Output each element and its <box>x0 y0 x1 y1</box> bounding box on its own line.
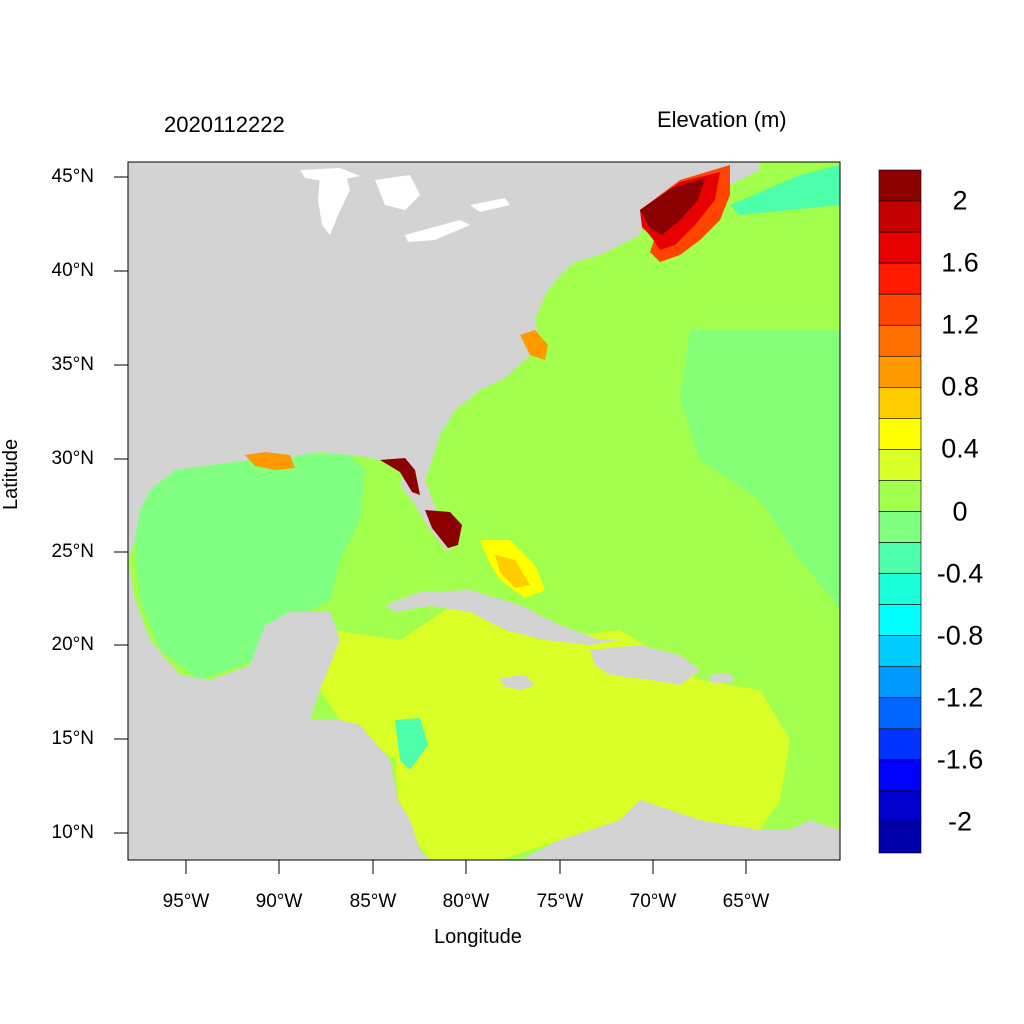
colorbar-swatch <box>878 790 922 823</box>
land-puerto-rico <box>708 673 735 683</box>
colorbar-label: 0.4 <box>941 433 979 464</box>
surge-bahamas-core <box>495 555 530 588</box>
colorbar-swatch <box>878 231 922 264</box>
colorbar-swatch <box>878 449 922 481</box>
colorbar-swatch <box>878 821 922 854</box>
x-axis-title: Longitude <box>434 926 522 948</box>
land-cuba <box>385 590 620 645</box>
land-jamaica <box>500 675 535 690</box>
colorbar-swatch <box>878 200 922 233</box>
colorbar-label: 1.2 <box>941 309 979 340</box>
colorbar-label: -1.6 <box>936 744 984 775</box>
surge-northeast-core <box>640 178 705 235</box>
colorbar-swatch <box>878 262 922 295</box>
date-label: 2020112222 <box>164 112 285 137</box>
y-ticks <box>114 176 128 834</box>
colorbar-swatch <box>878 542 922 574</box>
land-south-america <box>520 800 840 860</box>
surge-florida-gulf-coast <box>380 458 420 495</box>
x-tick-label: 80°W <box>442 891 490 912</box>
map-plot <box>128 162 840 860</box>
colorbar-swatch <box>878 418 922 450</box>
colorbar-swatch <box>878 480 922 512</box>
plot-frame <box>127 161 841 861</box>
colorbar-swatch <box>878 604 922 636</box>
y-tick-label: 35°N <box>51 354 94 375</box>
y-tick-label: 40°N <box>51 260 94 281</box>
x-tick-label: 95°W <box>162 891 210 912</box>
y-tick-label: 10°N <box>51 822 94 843</box>
gulf-of-maine-patch <box>730 165 840 215</box>
land-hispaniola <box>590 645 700 685</box>
north-atlantic <box>600 200 840 330</box>
variable-label: Elevation (m) <box>657 107 787 132</box>
land-mexico-central-america <box>128 560 430 860</box>
open-atlantic <box>680 330 840 610</box>
y-tick-label: 25°N <box>51 541 94 562</box>
colorbar-swatch <box>878 169 922 202</box>
colorbar-label: 0.8 <box>941 371 979 402</box>
colorbar-label: -2 <box>947 806 973 837</box>
colorbar-label: -0.8 <box>936 620 984 651</box>
colorbar-swatch <box>878 635 922 668</box>
colorbar-label: 0 <box>952 496 968 526</box>
surge-carolinas <box>520 330 548 360</box>
x-ticks <box>185 860 747 874</box>
colorbar-label: 1.6 <box>941 247 979 278</box>
colorbar-swatch <box>878 355 922 388</box>
y-tick-label: 20°N <box>51 634 94 655</box>
y-tick-label: 45°N <box>51 166 94 187</box>
lake-michigan <box>318 172 350 235</box>
colorbar-swatch <box>878 697 922 730</box>
colorbar-swatch <box>878 511 922 543</box>
surge-louisiana <box>245 452 295 470</box>
colorbar-swatch <box>878 293 922 326</box>
lake-ontario <box>470 198 510 212</box>
x-tick-label: 90°W <box>255 891 303 912</box>
x-tick-label: 65°W <box>722 891 770 912</box>
colorbar-swatch <box>878 324 922 357</box>
colorbar-label: 2 <box>952 185 968 216</box>
y-tick-label: 30°N <box>51 448 94 469</box>
lake-superior <box>300 168 360 182</box>
colorbar-swatch <box>878 728 922 761</box>
colorbar <box>878 169 922 854</box>
land-north-america <box>128 162 760 560</box>
x-tick-label: 85°W <box>349 891 397 912</box>
honduras-low-patch <box>395 718 428 770</box>
x-tick-label: 70°W <box>629 891 677 912</box>
x-tick-label: 75°W <box>536 891 584 912</box>
lake-erie <box>405 220 470 242</box>
colorbar-label: -1.2 <box>936 682 984 713</box>
colorbar-swatch <box>878 573 922 605</box>
surge-south-florida <box>425 510 462 548</box>
colorbar-label: -0.4 <box>936 558 984 589</box>
lake-huron <box>375 175 420 210</box>
colorbar-swatch <box>878 759 922 792</box>
colorbar-swatch <box>878 666 922 699</box>
gulf-of-mexico <box>135 452 365 680</box>
colorbar-swatch <box>878 387 922 419</box>
y-tick-label: 15°N <box>51 728 94 749</box>
